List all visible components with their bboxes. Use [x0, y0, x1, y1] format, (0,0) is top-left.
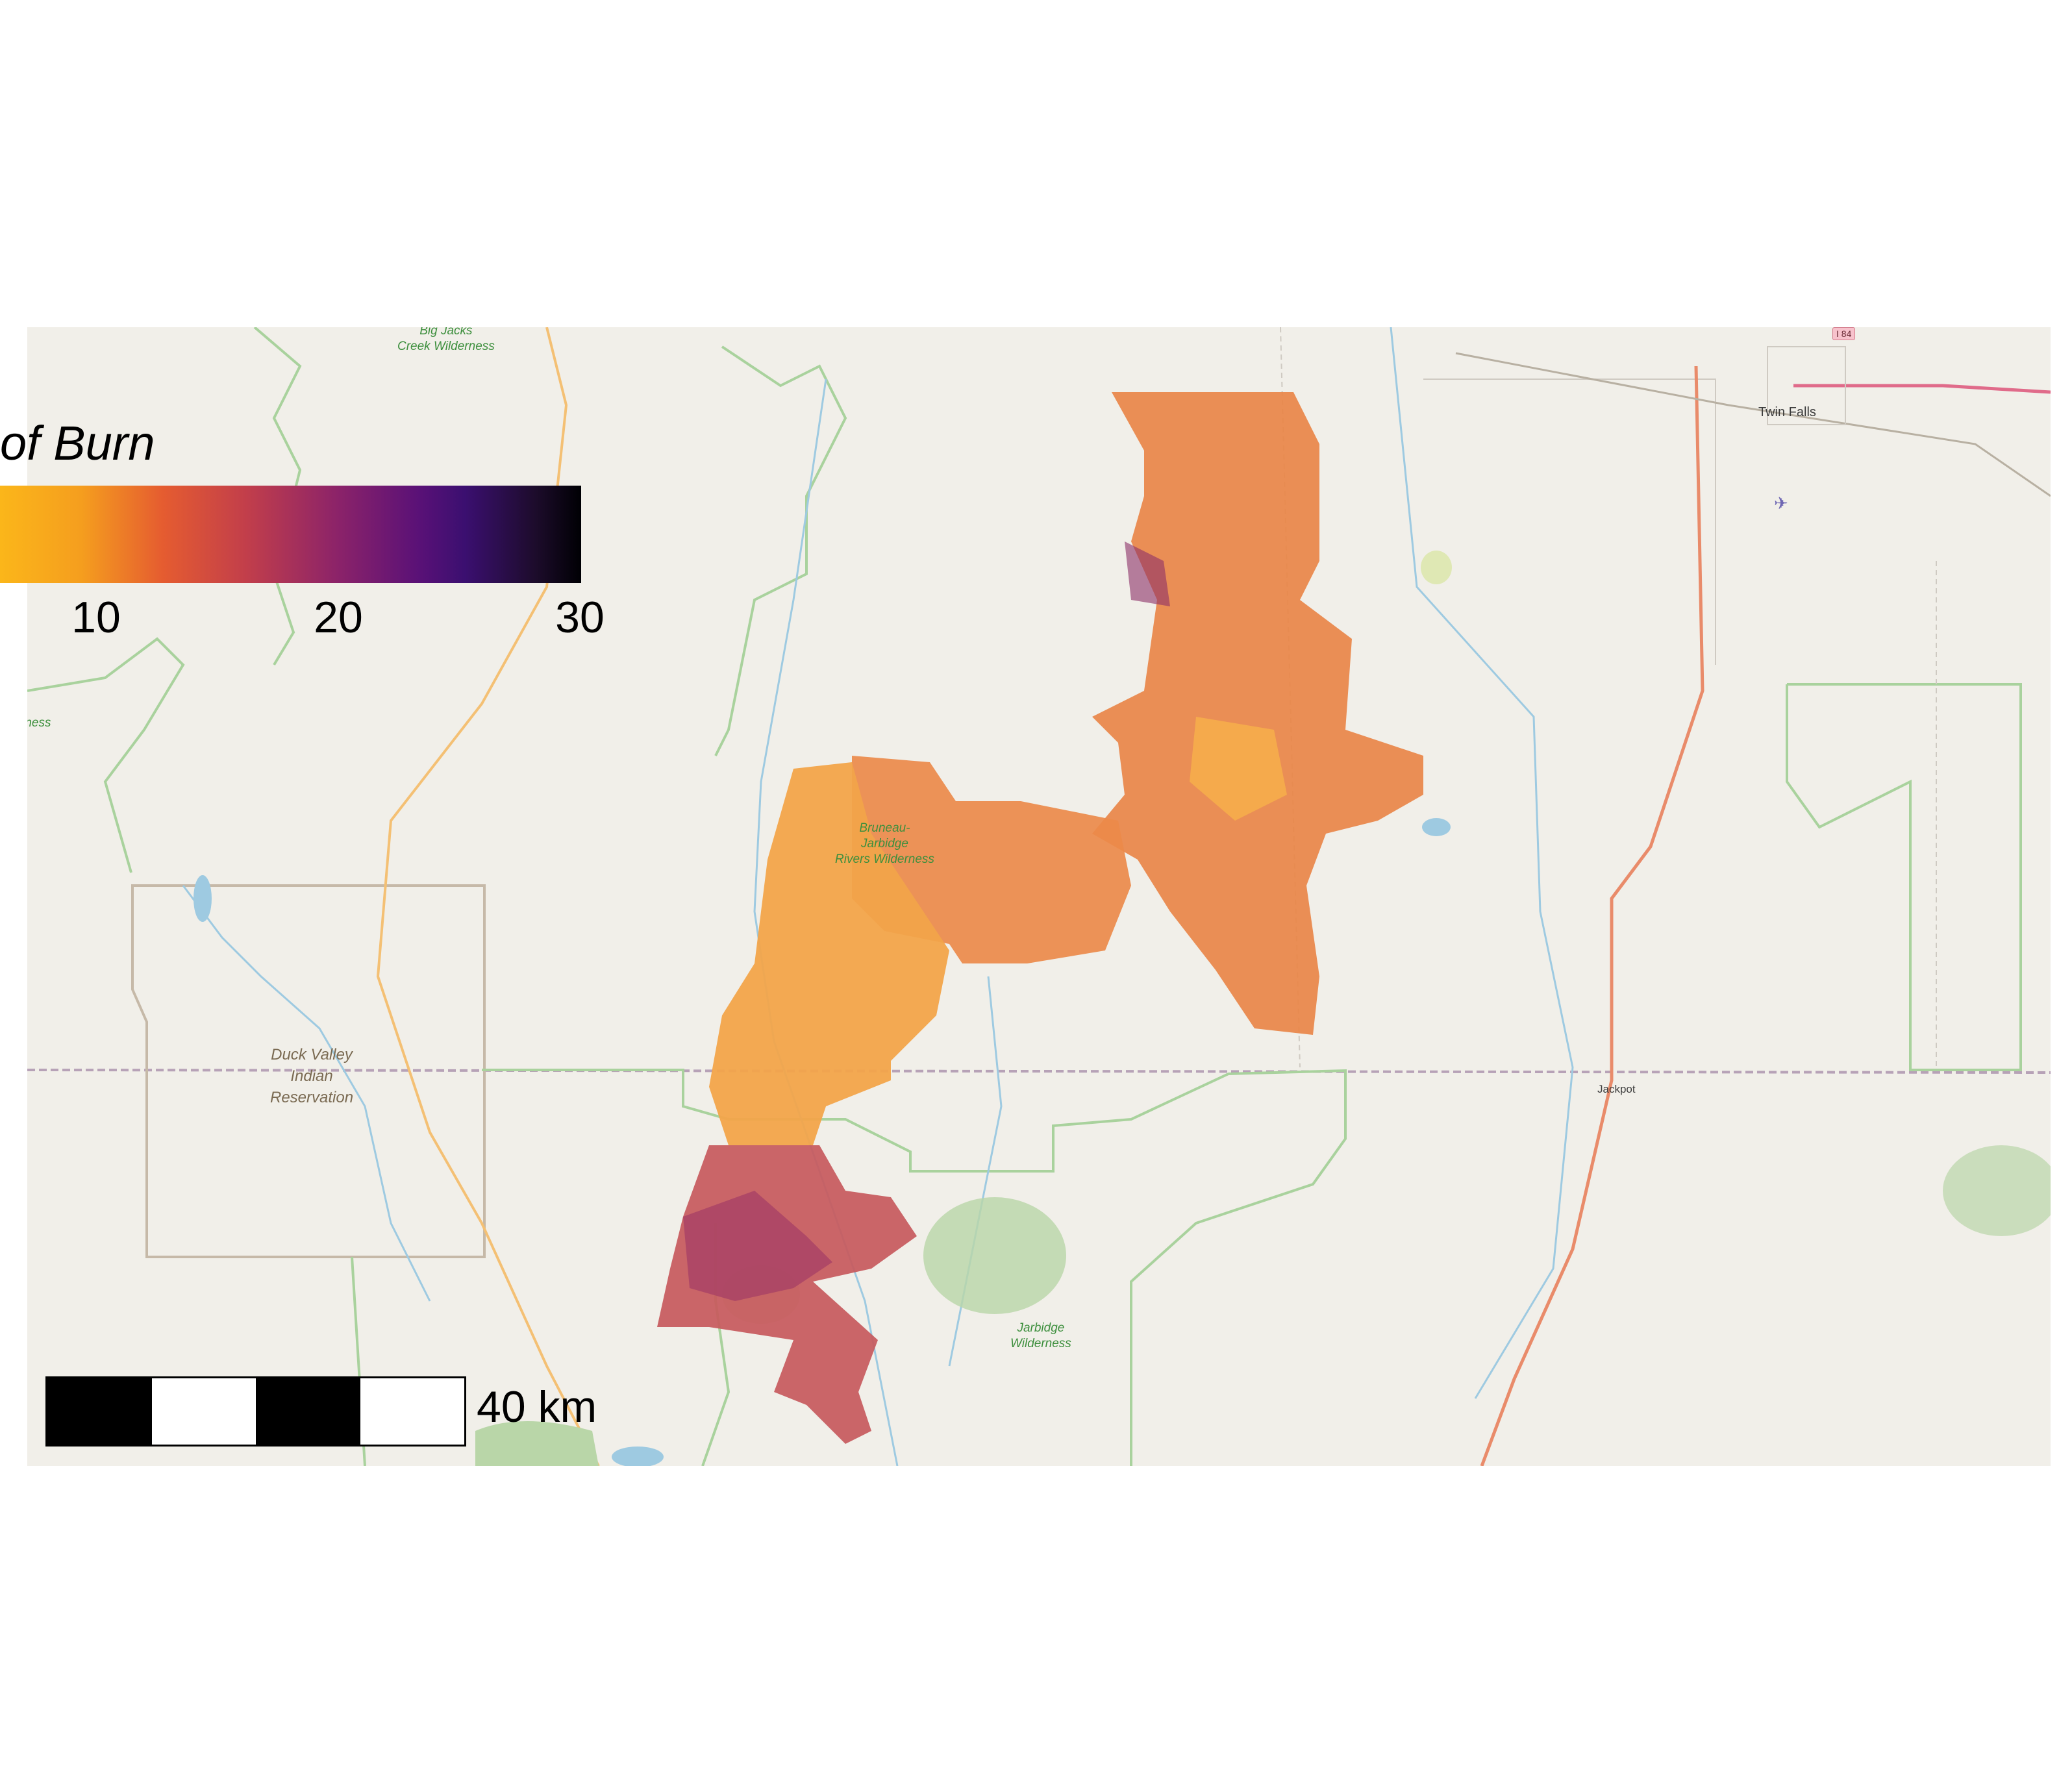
- legend-tick-30: 30: [555, 593, 605, 642]
- label-big-jacks: Big Jacks Creek Wilderness: [397, 327, 495, 353]
- interstate: [1793, 384, 2051, 394]
- scale-segment: [256, 1378, 360, 1445]
- label-jackpot: Jackpot: [1597, 1083, 1636, 1095]
- burn-area-south-dark: [683, 1191, 832, 1301]
- burn-area-dark-edge: [1125, 541, 1170, 606]
- park-area: [1943, 1145, 2051, 1236]
- lake: [1422, 818, 1451, 836]
- label-twin-falls: Twin Falls: [1758, 405, 1816, 419]
- legend-colorbar: [0, 486, 581, 583]
- town-area: [1767, 346, 1846, 425]
- legend-tick-10: 10: [71, 593, 121, 642]
- burn-area[interactable]: [657, 392, 1423, 1444]
- burn-area-northeast: [1092, 392, 1423, 1035]
- road: [1455, 352, 2051, 497]
- park-area: [1421, 551, 1452, 584]
- burn-area-south: [657, 1145, 917, 1444]
- lake: [612, 1447, 664, 1466]
- label-jarbidge: Jarbidge Wilderness: [1010, 1321, 1071, 1350]
- protected-boundary: [253, 327, 302, 666]
- label-duck-valley: Duck Valley Indian Reservation: [270, 1046, 354, 1106]
- scale-label: 40 km: [477, 1382, 597, 1432]
- label-bruneau: Bruneau- Jarbidge Rivers Wilderness: [835, 821, 934, 866]
- scale-bar: [45, 1376, 466, 1447]
- protected-boundary: [1786, 683, 2022, 1071]
- interstate-shield: I 84: [1832, 327, 1856, 340]
- scale-segment: [47, 1378, 152, 1445]
- lake: [193, 875, 212, 922]
- scale-segment: [152, 1378, 256, 1445]
- us-highway: [1480, 366, 1704, 1466]
- county-line: [1423, 379, 1716, 665]
- burn-area-highlight: [1190, 717, 1287, 821]
- park-area: [475, 1421, 599, 1466]
- protected-boundary: [482, 1069, 1347, 1466]
- burn-area-west: [709, 762, 949, 1145]
- basemap-features: ✈: [27, 327, 2051, 1466]
- river: [1390, 327, 1574, 1399]
- legend-tick-20: 20: [314, 593, 363, 642]
- park-area: [923, 1197, 1066, 1314]
- basemap[interactable]: ✈ Big Jacks Creek Wilderness e rness Bru…: [27, 327, 2051, 1466]
- label-wilderness-partial: e rness: [27, 701, 51, 730]
- river: [182, 885, 431, 1302]
- protected-boundary: [714, 345, 847, 756]
- airport-icon: ✈: [1774, 493, 1788, 513]
- state-border: [27, 1069, 2051, 1074]
- legend-title: of Burn: [0, 416, 155, 470]
- scale-segment: [360, 1378, 465, 1445]
- reservation-boundary: [131, 884, 486, 1258]
- protected-boundary: [27, 637, 185, 873]
